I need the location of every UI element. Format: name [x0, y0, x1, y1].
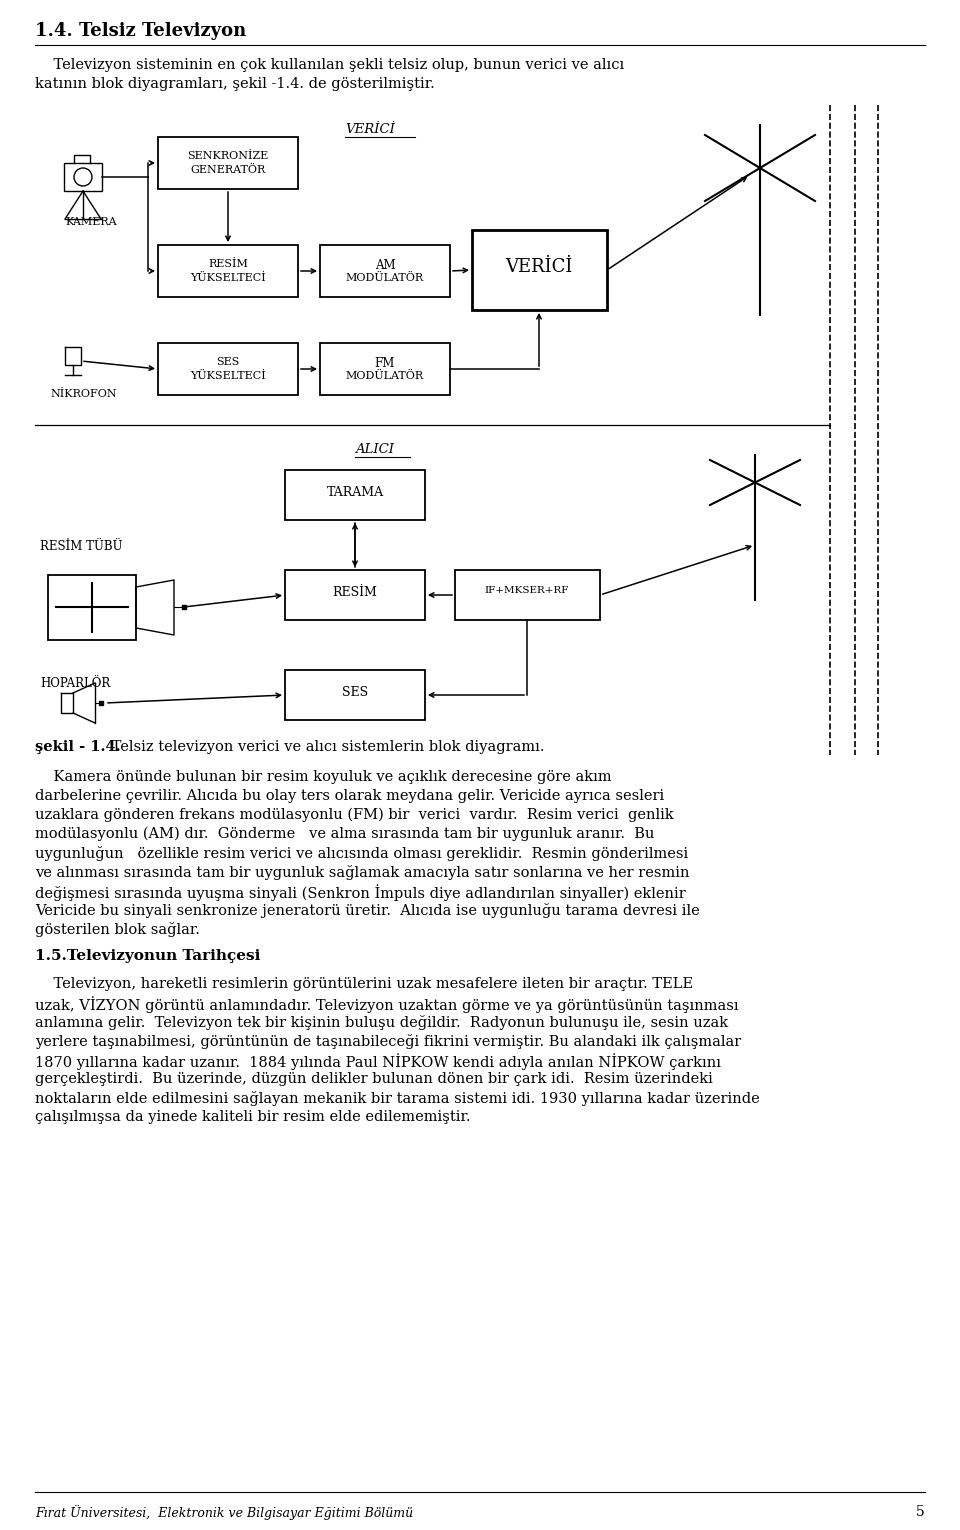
- Text: NİKROFON: NİKROFON: [50, 389, 116, 399]
- Text: MODÜLATÖR: MODÜLATÖR: [346, 370, 424, 381]
- Text: Televizyon sisteminin en çok kullanılan şekli telsiz olup, bunun verici ve alıcı: Televizyon sisteminin en çok kullanılan …: [35, 58, 624, 72]
- Text: SES: SES: [342, 685, 368, 699]
- Text: GENERATÖR: GENERATÖR: [190, 165, 266, 174]
- Text: YÜKSELTECİ: YÜKSELTECİ: [190, 370, 266, 381]
- Text: gösterilen blok sağlar.: gösterilen blok sağlar.: [35, 923, 200, 936]
- Text: uzak, VİZYON görüntü anlamındadır. Televizyon uzaktan görme ve ya görüntüsünün t: uzak, VİZYON görüntü anlamındadır. Telev…: [35, 996, 738, 1013]
- Text: SES: SES: [216, 356, 240, 367]
- Bar: [158, 343, 298, 395]
- Text: noktaların elde edilmesini sağlayan mekanik bir tarama sistemi idi. 1930 yılları: noktaların elde edilmesini sağlayan meka…: [35, 1091, 759, 1106]
- Text: yerlere taşınabilmesi, görüntünün de taşınabileceği fikrini vermiştir. Bu alanda: yerlere taşınabilmesi, görüntünün de taş…: [35, 1034, 741, 1050]
- Text: FM: FM: [374, 356, 396, 370]
- Bar: [285, 470, 425, 520]
- Text: ve alınması sırasında tam bir uygunluk sağlamak amacıyla satır sonlarına ve her : ve alınması sırasında tam bir uygunluk s…: [35, 864, 689, 880]
- Bar: [64, 164, 102, 191]
- Text: çalışılmışsa da yinede kaliteli bir resim elde edilememiştir.: çalışılmışsa da yinede kaliteli bir resi…: [35, 1109, 470, 1125]
- Text: KAMERA: KAMERA: [65, 217, 116, 226]
- Text: darbelerine çevrilir. Alıcıda bu olay ters olarak meydana gelir. Vericide ayrıca: darbelerine çevrilir. Alıcıda bu olay te…: [35, 789, 664, 803]
- Text: HOPARLÖR: HOPARLÖR: [40, 676, 110, 690]
- Text: modülasyonlu (AM) dır.  Gönderme   ve alma sırasında tam bir uygunluk aranır.  B: modülasyonlu (AM) dır. Gönderme ve alma …: [35, 828, 655, 842]
- Bar: [455, 571, 600, 620]
- Text: uzaklara gönderen frekans modülasyonlu (FM) bir  verici  vardır.  Resim verici  : uzaklara gönderen frekans modülasyonlu (…: [35, 808, 674, 823]
- Text: 1870 yıllarına kadar uzanır.  1884 yılında Paul NİPKOW kendi adıyla anılan NİPKO: 1870 yıllarına kadar uzanır. 1884 yılınd…: [35, 1053, 721, 1069]
- Text: değişmesi sırasında uyuşma sinyali (Senkron İmpuls diye adlandırılan sinyaller) : değişmesi sırasında uyuşma sinyali (Senk…: [35, 884, 685, 901]
- Text: YÜKSELTECİ: YÜKSELTECİ: [190, 272, 266, 283]
- Text: 1.4. Telsiz Televizyon: 1.4. Telsiz Televizyon: [35, 21, 247, 40]
- Text: Televizyon, hareketli resimlerin görüntülerini uzak mesafelere ileten bir araçtı: Televizyon, hareketli resimlerin görüntü…: [35, 978, 693, 991]
- Text: RESİM: RESİM: [332, 586, 377, 600]
- Text: IF+MKSER+RF: IF+MKSER+RF: [485, 586, 569, 595]
- Text: uygunluğun   özellikle resim verici ve alıcısında olması gereklidir.  Resmin gön: uygunluğun özellikle resim verici ve alı…: [35, 846, 688, 861]
- Text: şekil - 1.4.: şekil - 1.4.: [35, 741, 121, 754]
- Text: Telsiz televizyon verici ve alıcı sistemlerin blok diyagramı.: Telsiz televizyon verici ve alıcı sistem…: [107, 741, 544, 754]
- Bar: [285, 571, 425, 620]
- Text: RESİM: RESİM: [208, 259, 248, 269]
- Text: TARAMA: TARAMA: [326, 487, 384, 499]
- Text: SENKRONİZE: SENKRONİZE: [187, 151, 269, 161]
- Text: 1.5.Televizyonun Tarihçesi: 1.5.Televizyonun Tarihçesi: [35, 949, 260, 962]
- Text: Fırat Üniversitesi,  Elektronik ve Bilgisayar Eğitimi Bölümü: Fırat Üniversitesi, Elektronik ve Bilgis…: [35, 1506, 413, 1519]
- Bar: [158, 245, 298, 297]
- Bar: [48, 575, 136, 640]
- Text: MODÜLATÖR: MODÜLATÖR: [346, 272, 424, 283]
- Text: Vericide bu sinyali senkronize jeneratorü üretir.  Alıcıda ise uygunluğu tarama : Vericide bu sinyali senkronize jenerator…: [35, 903, 700, 918]
- Bar: [285, 670, 425, 721]
- Bar: [158, 138, 298, 190]
- Text: AM: AM: [374, 259, 396, 272]
- Text: VERİCİ: VERİCİ: [345, 122, 395, 136]
- Text: ALICI: ALICI: [355, 444, 394, 456]
- Text: gerçekleştirdi.  Bu üzerinde, düzgün delikler bulunan dönen bir çark idi.  Resim: gerçekleştirdi. Bu üzerinde, düzgün deli…: [35, 1073, 713, 1086]
- Bar: [320, 343, 450, 395]
- Text: katının blok diyagramları, şekil -1.4. de gösterilmiştir.: katının blok diyagramları, şekil -1.4. d…: [35, 76, 435, 90]
- Bar: [320, 245, 450, 297]
- Bar: [472, 230, 607, 311]
- Text: RESİM TÜBÜ: RESİM TÜBÜ: [40, 540, 123, 552]
- Text: VERİCİ: VERİCİ: [505, 259, 573, 275]
- Text: anlamına gelir.  Televizyon tek bir kişinin buluşu değildir.  Radyonun bulunuşu : anlamına gelir. Televizyon tek bir kişin…: [35, 1014, 728, 1030]
- Text: 5: 5: [916, 1506, 925, 1519]
- Text: Kamera önünde bulunan bir resim koyuluk ve açıklık derecesine göre akım: Kamera önünde bulunan bir resim koyuluk …: [35, 770, 612, 783]
